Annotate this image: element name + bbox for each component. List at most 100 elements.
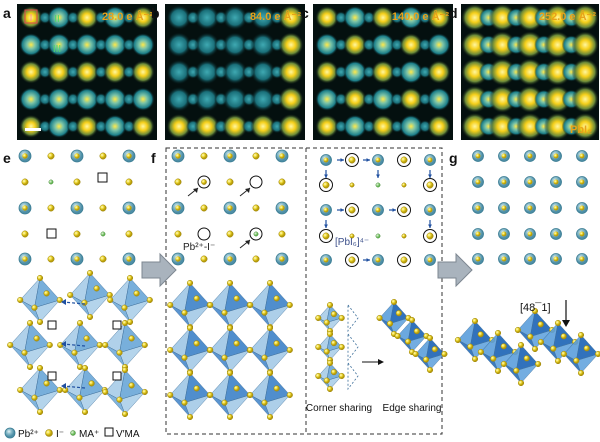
i-atom: [252, 255, 260, 263]
i-atom: [477, 348, 484, 356]
i-atom: [527, 333, 534, 340]
tem-spot: [543, 31, 572, 59]
i-atom: [26, 363, 34, 371]
tem-spot: [222, 5, 248, 31]
i-atom: [595, 350, 600, 358]
i-atom: [326, 359, 334, 367]
i-atom: [221, 354, 228, 361]
site-label-II: II: [54, 14, 60, 25]
i-atom: [73, 178, 81, 186]
tem-spot: [19, 114, 43, 139]
vacancy: [112, 320, 122, 330]
i-atom: [537, 338, 544, 346]
migration-arrowhead: [245, 188, 250, 193]
i-atom: [583, 345, 590, 352]
panel-label-d: d: [449, 5, 458, 21]
pb-core: [74, 205, 80, 211]
i-atom: [395, 310, 402, 317]
i-atom: [286, 301, 293, 309]
oct-face: [264, 304, 291, 328]
i-atom: [330, 311, 337, 318]
blue-arrowhead: [340, 158, 344, 162]
pb-core: [323, 207, 329, 213]
i-atom: [412, 350, 419, 358]
i-atom: [93, 285, 100, 292]
pb-core: [579, 205, 585, 211]
i-atom: [266, 324, 274, 332]
tem-spot: [19, 87, 43, 111]
migration-arrow: [62, 301, 86, 305]
i-atom: [33, 335, 40, 342]
pb-core: [427, 207, 433, 213]
pb-core: [126, 205, 132, 211]
tem-spot: [75, 60, 99, 84]
blue-arrowhead: [324, 174, 328, 178]
tem-spot: [315, 114, 339, 139]
i-atom: [174, 178, 182, 186]
pb-core: [475, 205, 481, 211]
tem-spot: [371, 87, 395, 111]
tem-spot: [488, 3, 517, 32]
i-atom: [200, 255, 208, 263]
i-atom: [252, 204, 260, 212]
tem-spot: [461, 112, 489, 141]
i-atom: [36, 408, 44, 416]
tem-spot: [250, 5, 276, 31]
i-atom: [86, 269, 94, 277]
tem-spots-a: [19, 5, 155, 139]
i-atom: [550, 345, 557, 352]
pb-core: [427, 157, 433, 163]
i-atom: [326, 301, 334, 309]
tem-spot: [488, 85, 517, 113]
tem-spot: [47, 5, 71, 30]
tem-spot: [571, 58, 599, 86]
tem-spot: [194, 86, 220, 112]
i-atom: [47, 204, 55, 212]
i-atom: [467, 343, 474, 350]
tem-spot: [315, 33, 339, 57]
i-atom: [560, 350, 567, 358]
blue-arrowhead: [428, 224, 432, 228]
i-atom: [207, 391, 214, 399]
oct-face: [84, 294, 111, 318]
i-atom: [81, 364, 89, 372]
pbi2-label: PbI₂: [570, 124, 592, 136]
oct-face: [34, 389, 61, 413]
i-atom: [76, 363, 84, 371]
i-atom: [376, 314, 383, 322]
i-atom: [71, 349, 78, 356]
i-atom: [116, 396, 123, 403]
dose-label-d: 252.0 e Å⁻²: [539, 10, 597, 23]
tem-spot: [19, 33, 43, 57]
pb-core: [579, 231, 585, 237]
i-atom: [181, 309, 188, 316]
pb-core: [279, 205, 285, 211]
panel-label-e: e: [3, 150, 11, 166]
oct-face: [79, 389, 106, 413]
tem-spot: [399, 60, 423, 84]
i-atom: [99, 152, 107, 160]
tem-spot: [131, 114, 155, 139]
i-atom: [348, 206, 356, 214]
i-atom: [193, 340, 200, 347]
pb-core: [475, 153, 481, 159]
i-atom: [266, 369, 274, 377]
blue-arrowhead: [392, 208, 396, 212]
i-atom: [326, 385, 334, 393]
i-atom: [186, 279, 194, 287]
tem-spot: [315, 87, 339, 111]
migration-arrow: [62, 385, 86, 389]
tem-spot: [19, 60, 43, 84]
i-atom: [408, 316, 416, 324]
i-atom: [426, 232, 434, 240]
pb-core: [126, 153, 132, 159]
oct-face: [326, 346, 343, 361]
tem-spot: [315, 5, 339, 30]
tem-spot: [427, 60, 451, 84]
i-atom: [167, 391, 174, 399]
i-atom: [531, 345, 539, 353]
i-atom: [261, 354, 268, 361]
tem-spot: [278, 32, 304, 58]
pb-core: [323, 157, 329, 163]
tem-spot: [543, 85, 572, 113]
